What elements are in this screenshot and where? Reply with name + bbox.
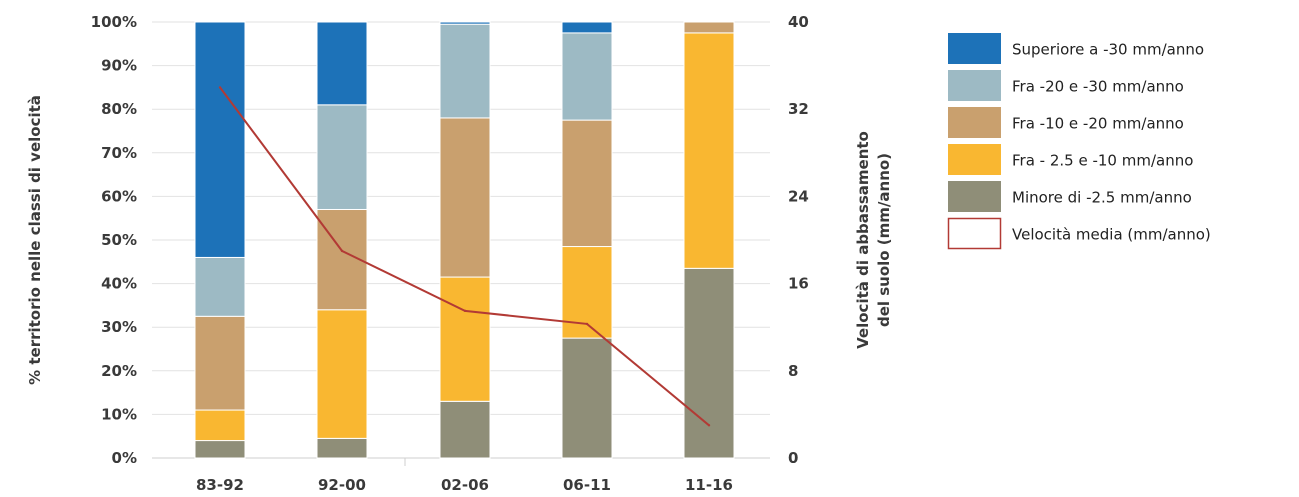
x-tick-label: 06-11 bbox=[563, 476, 611, 494]
right-tick-label: 24 bbox=[788, 187, 809, 205]
x-tick-label: 02-06 bbox=[441, 476, 489, 494]
bar-segment bbox=[316, 104, 368, 210]
bar-segment bbox=[561, 32, 613, 121]
bar-segment bbox=[561, 21, 613, 34]
left-tick-label: 50% bbox=[101, 231, 137, 249]
bar-segment bbox=[316, 309, 368, 439]
line-point bbox=[707, 424, 711, 427]
right-tick-label: 0 bbox=[788, 449, 798, 467]
legend-label: Fra -20 e -30 mm/anno bbox=[1012, 78, 1184, 96]
left-tick-label: 30% bbox=[101, 318, 137, 336]
legend-label: Fra -10 e -20 mm/anno bbox=[1012, 115, 1184, 133]
left-axis-ticks: 0% 10% 20% 30% 40% 50% 60% 70% 80% 90% 100% bbox=[91, 13, 137, 467]
x-axis-ticks: 83-92 92-00 02-06 06-11 11-16 bbox=[196, 476, 733, 494]
bar-segment bbox=[561, 119, 613, 248]
right-tick-label: 8 bbox=[788, 362, 798, 380]
line-point bbox=[340, 249, 344, 253]
bar-segment bbox=[316, 437, 368, 459]
x-tick-label: 83-92 bbox=[196, 476, 244, 494]
bar-segment bbox=[194, 21, 246, 258]
bar-segment bbox=[439, 276, 491, 402]
bar-segment bbox=[316, 21, 368, 106]
legend-label: Fra - 2.5 e -10 mm/anno bbox=[1012, 152, 1193, 170]
bar-segment bbox=[194, 256, 246, 317]
left-tick-label: 70% bbox=[101, 144, 137, 162]
bar-segment bbox=[683, 32, 735, 269]
bar-segment bbox=[439, 23, 491, 119]
left-tick-label: 80% bbox=[101, 100, 137, 118]
right-axis-ticks: 0 8 16 24 32 40 bbox=[788, 13, 809, 467]
legend-swatch bbox=[948, 144, 1001, 175]
legend-swatch bbox=[948, 107, 1001, 138]
bar-segment bbox=[683, 267, 735, 459]
left-tick-label: 40% bbox=[101, 275, 137, 293]
bar-segment bbox=[194, 409, 246, 442]
legend-label: Minore di -2.5 mm/anno bbox=[1012, 189, 1192, 207]
legend-label: Superiore a -30 mm/anno bbox=[1012, 41, 1204, 59]
legend-swatch bbox=[948, 181, 1001, 212]
left-tick-label: 10% bbox=[101, 405, 137, 423]
left-axis-title: % territorio nelle classi di velocità bbox=[26, 95, 44, 385]
bar-segment bbox=[561, 337, 613, 459]
legend-label: Velocità media (mm/anno) bbox=[1012, 226, 1211, 244]
average-velocity-line bbox=[218, 86, 711, 427]
x-tick-label: 11-16 bbox=[685, 476, 733, 494]
right-tick-label: 16 bbox=[788, 275, 809, 293]
line-point bbox=[463, 309, 467, 313]
left-tick-label: 60% bbox=[101, 187, 137, 205]
bar-segment bbox=[683, 21, 735, 34]
legend-swatch bbox=[947, 217, 1002, 250]
bar-stacks bbox=[194, 21, 735, 459]
right-tick-label: 32 bbox=[788, 100, 809, 118]
x-tick-label: 92-00 bbox=[318, 476, 366, 494]
left-tick-label: 100% bbox=[91, 13, 137, 31]
right-tick-label: 40 bbox=[788, 13, 809, 31]
left-tick-label: 90% bbox=[101, 57, 137, 75]
right-axis-title-line1: Velocità di abbassamento bbox=[854, 131, 872, 349]
bar-segment bbox=[439, 117, 491, 278]
right-axis-title-line2: del suolo (mm/anno) bbox=[875, 153, 893, 327]
line-point bbox=[218, 86, 222, 89]
bar-segment bbox=[194, 315, 246, 411]
left-tick-label: 20% bbox=[101, 362, 137, 380]
legend-swatch bbox=[948, 70, 1001, 101]
legend-swatch bbox=[948, 33, 1001, 64]
bar-segment bbox=[439, 400, 491, 459]
left-tick-label: 0% bbox=[112, 449, 137, 467]
bar-segment bbox=[439, 21, 491, 25]
bar-segment bbox=[194, 440, 246, 459]
legend: Superiore a -30 mm/anno Fra -20 e -30 mm/… bbox=[947, 33, 1211, 250]
line-point bbox=[585, 322, 589, 326]
